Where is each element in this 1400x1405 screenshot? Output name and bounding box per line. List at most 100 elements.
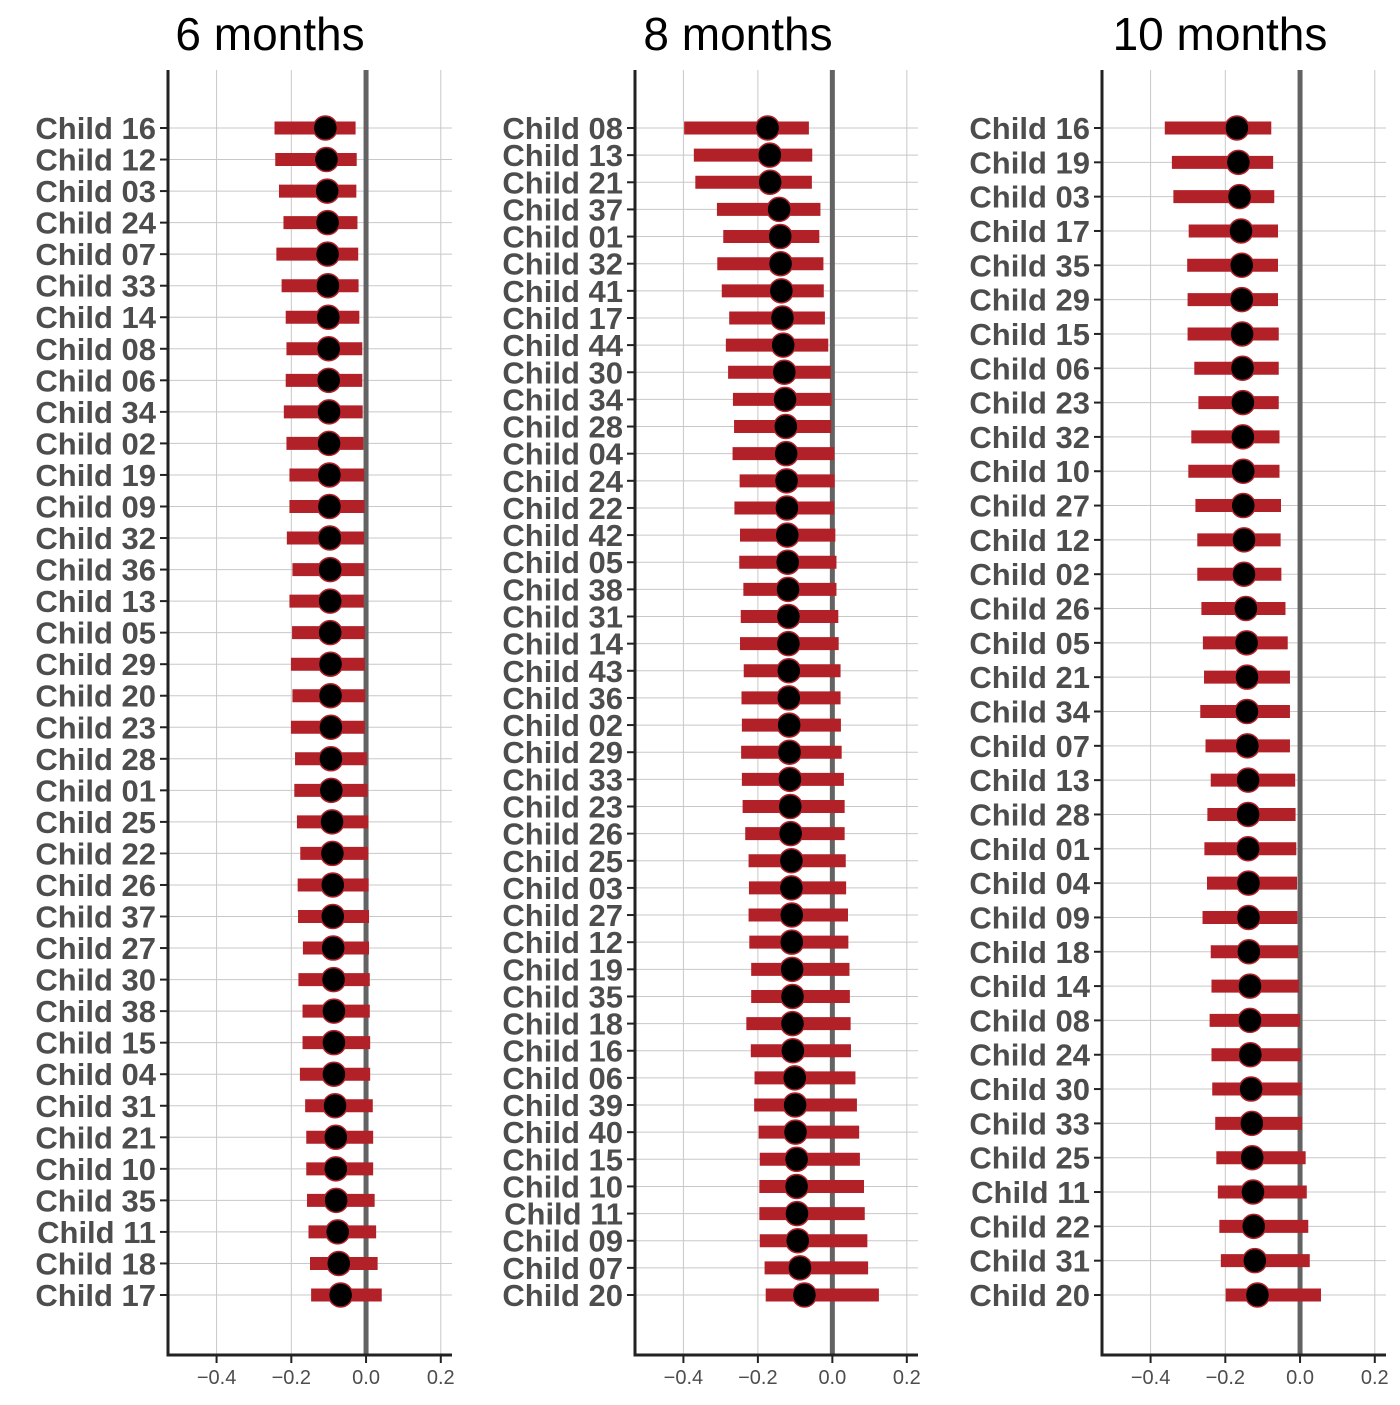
child-label: Child 21 xyxy=(502,165,623,200)
child-label: Child 34 xyxy=(35,395,156,430)
estimate-point xyxy=(791,1282,818,1308)
estimate-point xyxy=(1237,1041,1264,1068)
estimate-point xyxy=(316,430,342,457)
estimate-point xyxy=(314,209,341,236)
estimate-point xyxy=(774,522,801,548)
child-label: Child 36 xyxy=(502,681,623,716)
x-tick-label: −0.4 xyxy=(664,1367,703,1389)
child-label: Child 34 xyxy=(502,382,623,417)
estimate-point xyxy=(1229,286,1255,313)
child-label: Child 28 xyxy=(969,797,1090,832)
estimate-point xyxy=(318,777,345,804)
child-label: Child 12 xyxy=(969,523,1090,558)
estimate-point xyxy=(782,1119,809,1145)
estimate-point xyxy=(1230,492,1257,519)
child-label: Child 01 xyxy=(969,832,1090,867)
child-label: Child 31 xyxy=(502,600,623,635)
estimate-point xyxy=(317,682,344,709)
estimate-point xyxy=(1229,321,1255,347)
child-label: Child 41 xyxy=(502,274,623,309)
child-label: Child 02 xyxy=(969,557,1090,592)
child-label: Child 35 xyxy=(969,248,1090,283)
estimate-point xyxy=(319,809,345,835)
estimate-point xyxy=(1235,870,1262,896)
child-label: Child 22 xyxy=(35,836,156,871)
child-label: Child 01 xyxy=(502,220,623,255)
child-label: Child 09 xyxy=(502,1224,623,1259)
estimate-point xyxy=(321,998,347,1024)
estimate-point xyxy=(314,241,341,267)
estimate-point xyxy=(321,1061,347,1087)
child-label: Child 25 xyxy=(969,1141,1090,1176)
x-tick-label: 0.0 xyxy=(352,1367,380,1389)
child-label: Child 18 xyxy=(969,935,1090,970)
child-label: Child 18 xyxy=(502,1007,623,1042)
estimate-point xyxy=(1234,664,1260,690)
estimate-point xyxy=(1239,1110,1265,1137)
child-label: Child 11 xyxy=(504,1197,623,1232)
estimate-point xyxy=(768,278,795,304)
estimate-point xyxy=(1244,1282,1271,1308)
child-label: Child 12 xyxy=(502,925,623,960)
child-label: Child 38 xyxy=(502,572,623,607)
child-label: Child 21 xyxy=(969,660,1090,695)
child-label: Child 33 xyxy=(502,762,623,797)
child-label: Child 27 xyxy=(502,898,623,933)
estimate-point xyxy=(773,468,800,494)
estimate-point xyxy=(1224,115,1250,141)
estimate-point xyxy=(323,1156,349,1182)
child-label: Child 16 xyxy=(969,111,1090,146)
child-label: Child 14 xyxy=(502,627,623,662)
estimate-point xyxy=(324,1219,351,1245)
estimate-point xyxy=(1226,183,1253,210)
estimate-point xyxy=(327,1282,354,1308)
estimate-point xyxy=(1233,595,1259,622)
estimate-point xyxy=(1231,561,1257,587)
child-label: Child 29 xyxy=(502,735,623,770)
estimate-point xyxy=(321,1029,347,1056)
estimate-point xyxy=(777,793,804,820)
child-label: Child 04 xyxy=(35,1057,156,1092)
estimate-point xyxy=(782,1092,808,1118)
estimate-point xyxy=(1230,458,1257,484)
child-label: Child 05 xyxy=(502,545,623,580)
estimate-point xyxy=(317,651,344,677)
child-label: Child 37 xyxy=(502,192,623,227)
x-tick-label: −0.4 xyxy=(1131,1367,1170,1389)
child-label: Child 02 xyxy=(502,708,623,743)
child-label: Child 23 xyxy=(35,710,156,745)
estimate-point xyxy=(323,1124,349,1151)
child-label: Child 38 xyxy=(35,994,156,1029)
estimate-point xyxy=(317,556,343,583)
child-label: Child 30 xyxy=(969,1072,1090,1107)
estimate-point xyxy=(770,332,796,358)
child-label: Child 27 xyxy=(969,489,1090,524)
x-tick-label: −0.4 xyxy=(197,1367,236,1389)
child-label: Child 13 xyxy=(502,138,623,173)
child-label: Child 03 xyxy=(502,871,623,906)
estimate-point xyxy=(776,658,802,684)
child-label: Child 16 xyxy=(35,111,156,146)
child-label: Child 14 xyxy=(35,300,156,335)
child-label: Child 40 xyxy=(502,1115,623,1150)
estimate-point xyxy=(771,359,798,386)
panel-title: 6 months xyxy=(175,8,364,60)
estimate-point xyxy=(757,169,783,196)
estimate-point xyxy=(1228,218,1254,244)
child-label: Child 06 xyxy=(969,351,1090,386)
child-label: Child 22 xyxy=(969,1209,1090,1244)
child-label: Child 37 xyxy=(35,900,156,935)
child-label: Child 20 xyxy=(969,1278,1090,1313)
estimate-point xyxy=(1240,1213,1267,1240)
child-label: Child 10 xyxy=(35,1152,156,1187)
child-label: Child 30 xyxy=(502,355,623,390)
child-label: Child 02 xyxy=(35,426,156,461)
estimate-point xyxy=(320,966,347,993)
estimate-point xyxy=(776,739,803,765)
estimate-point xyxy=(320,935,346,961)
child-label: Child 07 xyxy=(35,237,156,272)
child-label: Child 43 xyxy=(502,654,623,689)
